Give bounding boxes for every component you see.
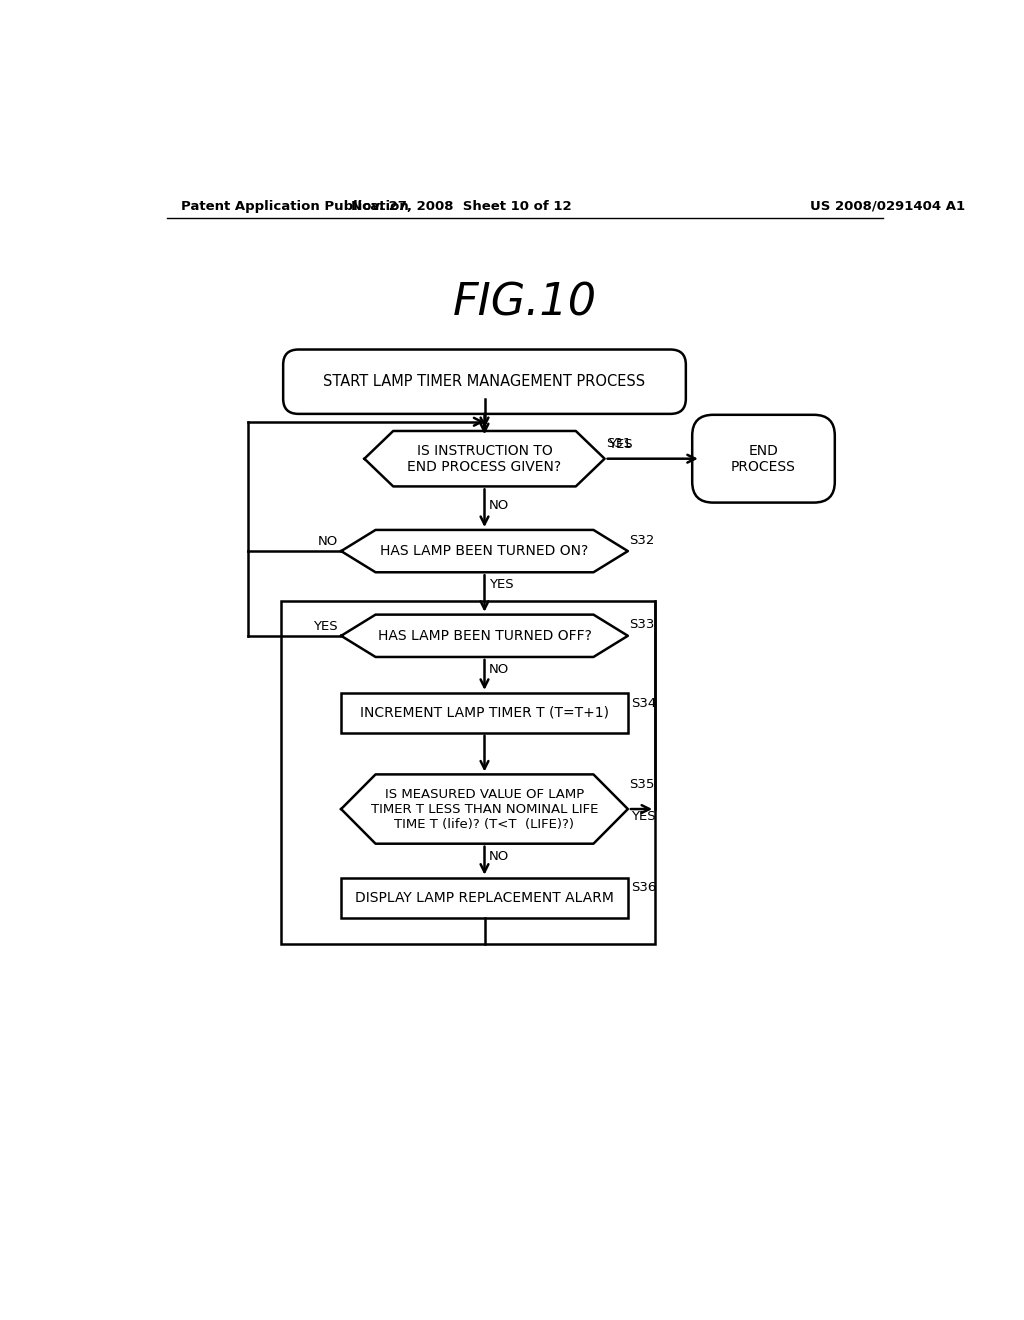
FancyBboxPatch shape [284, 350, 686, 414]
Text: YES: YES [313, 619, 338, 632]
Text: FIG.10: FIG.10 [453, 281, 597, 325]
Text: HAS LAMP BEEN TURNED OFF?: HAS LAMP BEEN TURNED OFF? [378, 628, 592, 643]
Text: DISPLAY LAMP REPLACEMENT ALARM: DISPLAY LAMP REPLACEMENT ALARM [355, 891, 614, 904]
Bar [341, 878, 628, 917]
Text: NO: NO [489, 850, 509, 863]
Text: S35: S35 [630, 779, 654, 791]
Polygon shape [341, 529, 628, 573]
Text: S31: S31 [606, 437, 632, 450]
Text: S36: S36 [631, 882, 656, 895]
Text: S33: S33 [630, 619, 654, 631]
Text: HAS LAMP BEEN TURNED ON?: HAS LAMP BEEN TURNED ON? [380, 544, 589, 558]
Text: INCREMENT LAMP TIMER T (T=T+1): INCREMENT LAMP TIMER T (T=T+1) [360, 706, 609, 719]
FancyBboxPatch shape [692, 414, 835, 503]
Text: S32: S32 [630, 533, 654, 546]
Text: Nov. 27, 2008  Sheet 10 of 12: Nov. 27, 2008 Sheet 10 of 12 [351, 199, 571, 213]
Text: YES: YES [607, 438, 633, 451]
Bar [282, 601, 655, 944]
Text: IS INSTRUCTION TO
END PROCESS GIVEN?: IS INSTRUCTION TO END PROCESS GIVEN? [408, 444, 561, 474]
Text: Patent Application Publication: Patent Application Publication [180, 199, 409, 213]
Text: IS MEASURED VALUE OF LAMP
TIMER T LESS THAN NOMINAL LIFE
TIME T (life)? (T<T  (L: IS MEASURED VALUE OF LAMP TIMER T LESS T… [371, 788, 598, 830]
Polygon shape [341, 775, 628, 843]
Text: YES: YES [631, 810, 655, 824]
Polygon shape [365, 430, 604, 487]
Text: START LAMP TIMER MANAGEMENT PROCESS: START LAMP TIMER MANAGEMENT PROCESS [324, 374, 645, 389]
Text: NO: NO [317, 535, 338, 548]
Polygon shape [341, 615, 628, 657]
Text: NO: NO [489, 663, 509, 676]
Text: US 2008/0291404 A1: US 2008/0291404 A1 [810, 199, 966, 213]
Text: NO: NO [489, 499, 509, 512]
Text: S34: S34 [631, 697, 656, 710]
Text: YES: YES [489, 578, 514, 591]
Bar [341, 693, 628, 733]
Text: END
PROCESS: END PROCESS [731, 444, 796, 474]
